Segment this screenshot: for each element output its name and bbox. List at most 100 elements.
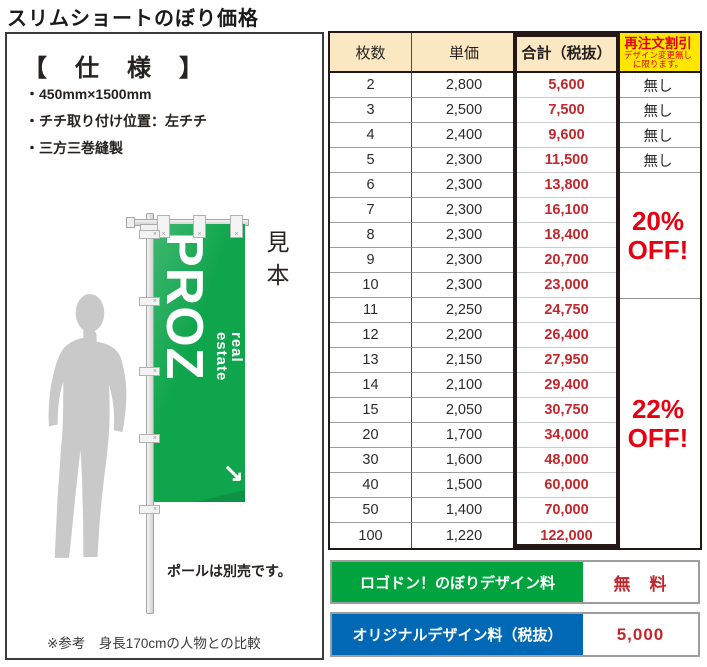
unit-price-cell: 2,300 [412,198,517,223]
qty-cell: 5 [330,148,412,173]
total-cell: 29,400 [517,373,616,398]
total-cell: 34,000 [517,423,616,448]
person-silhouette [48,293,127,558]
crossbar-end-cap [126,217,135,228]
total-cell: 24,750 [517,298,616,323]
qty-cell: 2 [330,73,412,98]
total-cell: 60,000 [517,473,616,498]
discount-cell: 無し [616,123,700,148]
price-table-grid: 枚数 単価 合計（税抜） 再注文割引 デザイン変更無し に限ります。 2 2,80… [330,33,700,548]
discount-cell: 無し [616,148,700,173]
reorder-discount-title: 再注文割引 [624,35,692,51]
total-cell: 122,000 [540,527,593,544]
qty-cell: 10 [330,273,412,298]
total-cell: 70,000 [517,498,616,523]
discount-cell: 無し [616,73,700,98]
unit-price-cell: 2,500 [412,98,517,123]
unit-price-cell: 2,250 [412,298,517,323]
qty-cell: 4 [330,123,412,148]
total-cell: 11,500 [517,148,616,173]
unit-price-cell: 2,150 [412,348,517,373]
total-cell: 48,000 [517,448,616,473]
qty-cell: 7 [330,198,412,223]
total-cell: 30,750 [517,398,616,423]
unit-price-cell: 1,600 [412,448,517,473]
arrow-icon: ↗ [218,462,245,485]
qty-cell: 100 [330,523,412,548]
spec-item-size: ・450mm×1500mm [25,86,152,102]
total-cell: 9,600 [517,123,616,148]
unit-price-cell: 1,500 [412,473,517,498]
total-cell: 18,400 [517,223,616,248]
total-cell: 27,950 [517,348,616,373]
unit-price-cell: 2,300 [412,223,517,248]
discount-zone-22: 22% OFF! [616,298,700,548]
spec-heading: 【 仕 様 】 [23,55,205,82]
sample-label: 見本 [263,230,289,296]
reorder-discount-note: デザイン変更無し [623,49,692,60]
reorder-discount-note: に限ります。 [632,58,684,69]
total-cell: 16,100 [517,198,616,223]
flag-sub-text: real estate ↗ [212,332,245,487]
unit-price-cell: 2,200 [412,323,517,348]
logodon-design-fee-bar: ロゴドン！のぼりデザイン料 無 料 [330,560,700,604]
spec-box: 【 仕 様 】 ・450mm×1500mm ・チチ取り付け位置：左チチ ・三方三… [5,32,324,660]
logodon-design-fee-value: 無 料 [583,562,698,602]
column-header-reorder-discount: 再注文割引 デザイン変更無し に限ります。 [616,33,700,73]
unit-price-cell: 2,800 [412,73,517,98]
qty-cell: 8 [330,223,412,248]
total-cell: 13,800 [517,173,616,198]
banner-pole [146,213,154,614]
logodon-design-fee-label: ロゴドン！のぼりデザイン料 [332,562,583,602]
flag-side-tab: × [139,505,160,514]
discount-zone-20: 20% OFF! [616,173,700,298]
qty-cell: 20 [330,423,412,448]
qty-cell: 30 [330,448,412,473]
qty-cell: 6 [330,173,412,198]
original-design-fee-bar: オリジナルデザイン料（税抜） 5,000 [330,612,700,657]
unit-price-cell: 2,400 [412,123,517,148]
spec-item-tab-position: ・チチ取り付け位置：左チチ [25,113,207,129]
qty-cell: 3 [330,98,412,123]
spec-item-sewing: ・三方三巻縫製 [25,140,123,156]
qty-cell: 13 [330,348,412,373]
reference-note: ※参考 身長170cmの人物との比較 [47,636,261,651]
qty-cell: 40 [330,473,412,498]
flag-top-tab: × [193,215,206,238]
discount-zone-label: 22% OFF! [627,393,689,453]
flag-main-text: PROZ [155,232,213,381]
sample-flag: PROZ real estate ↗ [154,224,245,502]
flag-side-tab: × [139,367,160,376]
unit-price-cell: 1,220 [412,523,517,548]
original-design-fee-label: オリジナルデザイン料（税抜） [332,614,583,655]
discount-zone-label: 20% OFF! [627,205,689,265]
total-cell: 20,700 [517,248,616,273]
column-header-unit-price: 単価 [412,33,517,73]
total-cell: 5,600 [517,73,616,98]
column-header-qty: 枚数 [330,33,412,73]
pole-note: ポールは別売です。 [167,563,292,579]
price-table: 枚数 単価 合計（税抜） 再注文割引 デザイン変更無し に限ります。 2 2,80… [328,31,702,550]
qty-cell: 11 [330,298,412,323]
unit-price-cell: 2,300 [412,173,517,198]
qty-cell: 15 [330,398,412,423]
flag-side-tab: × [139,434,160,443]
unit-price-cell: 2,050 [412,398,517,423]
total-cell: 7,500 [517,98,616,123]
unit-price-cell: 2,300 [412,148,517,173]
unit-price-cell: 1,700 [412,423,517,448]
qty-cell: 50 [330,498,412,523]
qty-cell: 14 [330,373,412,398]
unit-price-cell: 2,100 [412,373,517,398]
flag-side-tab: × [139,230,160,239]
discount-cell: 無し [616,98,700,123]
unit-price-cell: 2,300 [412,273,517,298]
total-cell: 26,400 [517,323,616,348]
qty-cell: 9 [330,248,412,273]
original-design-fee-value: 5,000 [583,614,698,655]
column-header-total: 合計（税抜） [517,33,616,73]
unit-price-cell: 1,400 [412,498,517,523]
total-cell: 23,000 [517,273,616,298]
flag-top-tab: × [157,215,170,238]
